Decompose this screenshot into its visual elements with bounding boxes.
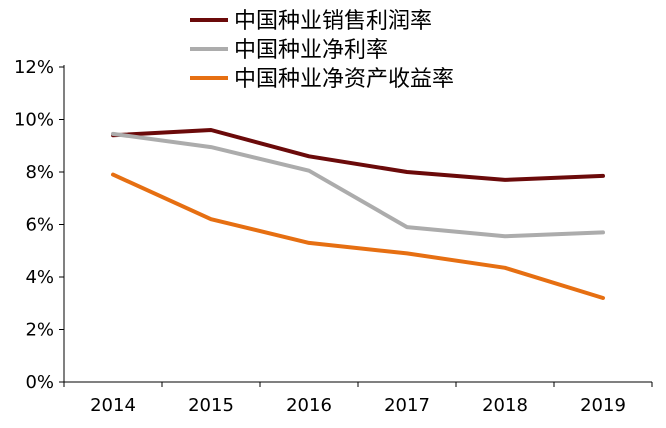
y-tick-label: 2%: [25, 320, 54, 341]
series-lines: [111, 128, 605, 300]
legend-item-2: 中国种业净利率: [190, 38, 388, 63]
legend-label: 中国种业销售利润率: [234, 9, 432, 34]
y-tick-label: 0%: [25, 372, 54, 393]
x-tick-label: 2016: [286, 395, 332, 416]
x-tick-label: 2014: [90, 395, 136, 416]
y-tick-label: 10%: [14, 110, 54, 131]
axes: 0% 2% 4% 6% 8% 10% 12% 2014 2015 2016 2017 2018 2019: [14, 57, 653, 416]
x-tick-label: 2017: [384, 395, 430, 416]
x-tick-label: 2019: [580, 395, 626, 416]
legend-label: 中国种业净利率: [234, 38, 388, 63]
y-tick-label: 6%: [25, 215, 54, 236]
legend-item-3: 中国种业净资产收益率: [190, 67, 454, 92]
series-line-2: [111, 131, 605, 239]
series-line-3: [111, 172, 605, 300]
legend-label: 中国种业净资产收益率: [234, 67, 454, 92]
legend-item-1: 中国种业销售利润率: [190, 9, 432, 34]
x-tick-label: 2015: [188, 395, 234, 416]
y-tick-label: 12%: [14, 57, 54, 78]
x-tick-label: 2018: [482, 395, 528, 416]
series-line-1: [111, 128, 605, 182]
y-tick-label: 4%: [25, 267, 54, 288]
y-tick-label: 8%: [25, 162, 54, 183]
